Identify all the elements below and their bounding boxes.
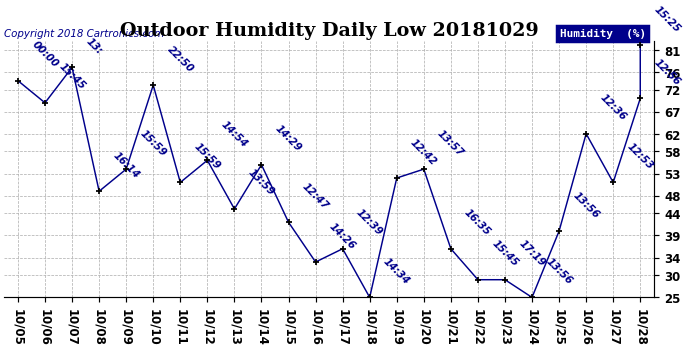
Text: 12:36: 12:36 bbox=[598, 92, 628, 122]
Text: 15:59: 15:59 bbox=[138, 128, 168, 158]
Text: 15:45: 15:45 bbox=[56, 61, 87, 92]
Text: 12:53: 12:53 bbox=[625, 141, 655, 171]
Text: Copyright 2018 Cartronics.com: Copyright 2018 Cartronics.com bbox=[4, 29, 165, 39]
Text: 17:19: 17:19 bbox=[517, 238, 547, 268]
Text: 15:25: 15:25 bbox=[652, 4, 682, 34]
Text: 14:54: 14:54 bbox=[219, 119, 249, 149]
Text: 16:14: 16:14 bbox=[111, 150, 141, 180]
Text: 00:00: 00:00 bbox=[30, 39, 60, 69]
Text: 13:56: 13:56 bbox=[544, 256, 574, 286]
Text: 12:47: 12:47 bbox=[300, 181, 331, 211]
Text: 13:59: 13:59 bbox=[246, 168, 276, 198]
Text: 13:57: 13:57 bbox=[435, 128, 466, 158]
Text: 12:39: 12:39 bbox=[354, 207, 384, 237]
Text: 15:45: 15:45 bbox=[490, 238, 520, 268]
Text: 14:34: 14:34 bbox=[382, 256, 411, 286]
Text: 12:42: 12:42 bbox=[409, 136, 439, 166]
Text: 15:59: 15:59 bbox=[192, 141, 223, 171]
Text: 16:35: 16:35 bbox=[462, 207, 493, 237]
Text: 13:: 13: bbox=[84, 36, 104, 56]
Text: 14:29: 14:29 bbox=[274, 123, 303, 154]
Text: 13:56: 13:56 bbox=[571, 190, 601, 220]
Title: Outdoor Humidity Daily Low 20181029: Outdoor Humidity Daily Low 20181029 bbox=[120, 22, 539, 40]
Text: 12:56: 12:56 bbox=[652, 57, 682, 87]
Text: 14:26: 14:26 bbox=[327, 221, 358, 251]
Text: Humidity  (%): Humidity (%) bbox=[559, 29, 646, 39]
Text: 22:50: 22:50 bbox=[165, 44, 195, 74]
